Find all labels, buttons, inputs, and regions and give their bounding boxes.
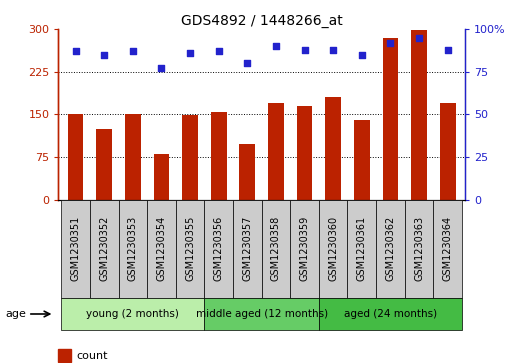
Text: GSM1230361: GSM1230361	[357, 216, 367, 281]
Point	[186, 50, 194, 56]
Bar	[182, 115, 198, 200]
Text: aged (24 months): aged (24 months)	[344, 309, 437, 319]
Text: GSM1230362: GSM1230362	[386, 216, 395, 281]
Point	[214, 48, 223, 54]
Point	[100, 52, 108, 57]
Bar	[405, 200, 433, 298]
Point	[72, 48, 80, 54]
Text: GSM1230359: GSM1230359	[300, 216, 309, 281]
Text: middle aged (12 months): middle aged (12 months)	[196, 309, 328, 319]
Text: GSM1230353: GSM1230353	[128, 216, 138, 281]
Bar	[319, 200, 347, 298]
Bar	[297, 106, 312, 200]
Bar	[319, 298, 462, 330]
Point	[358, 52, 366, 57]
Text: count: count	[76, 351, 108, 361]
Bar	[290, 200, 319, 298]
Text: GSM1230357: GSM1230357	[242, 216, 252, 281]
Text: GSM1230354: GSM1230354	[156, 216, 167, 281]
Title: GDS4892 / 1448266_at: GDS4892 / 1448266_at	[181, 14, 342, 28]
Bar	[354, 120, 370, 200]
Point	[243, 60, 251, 66]
Bar	[411, 30, 427, 200]
Bar	[68, 114, 83, 200]
Text: GSM1230355: GSM1230355	[185, 216, 195, 281]
Text: young (2 months): young (2 months)	[86, 309, 179, 319]
Bar	[118, 200, 147, 298]
Bar	[125, 114, 141, 200]
Bar	[347, 200, 376, 298]
Text: GSM1230352: GSM1230352	[99, 216, 109, 281]
Bar	[239, 144, 255, 200]
Bar	[440, 103, 456, 200]
Text: age: age	[5, 309, 26, 319]
Bar	[383, 37, 398, 200]
Bar	[325, 97, 341, 200]
Text: GSM1230358: GSM1230358	[271, 216, 281, 281]
Point	[129, 48, 137, 54]
Bar	[90, 200, 118, 298]
Bar	[376, 200, 405, 298]
Bar	[153, 154, 169, 200]
Bar	[61, 298, 204, 330]
Point	[443, 46, 452, 52]
Point	[301, 46, 309, 52]
Bar	[176, 200, 204, 298]
Bar	[97, 129, 112, 200]
Bar	[233, 200, 262, 298]
Point	[329, 46, 337, 52]
Bar	[268, 103, 284, 200]
Bar	[147, 200, 176, 298]
Point	[415, 34, 423, 40]
Point	[272, 43, 280, 49]
Text: GSM1230363: GSM1230363	[414, 216, 424, 281]
Text: GSM1230351: GSM1230351	[71, 216, 81, 281]
Bar	[61, 200, 90, 298]
Bar	[204, 200, 233, 298]
Point	[387, 40, 395, 46]
Bar	[204, 298, 319, 330]
Text: GSM1230356: GSM1230356	[214, 216, 224, 281]
Point	[157, 65, 166, 71]
Bar	[433, 200, 462, 298]
Bar	[262, 200, 290, 298]
Text: GSM1230364: GSM1230364	[442, 216, 453, 281]
Text: GSM1230360: GSM1230360	[328, 216, 338, 281]
Bar	[211, 111, 227, 200]
